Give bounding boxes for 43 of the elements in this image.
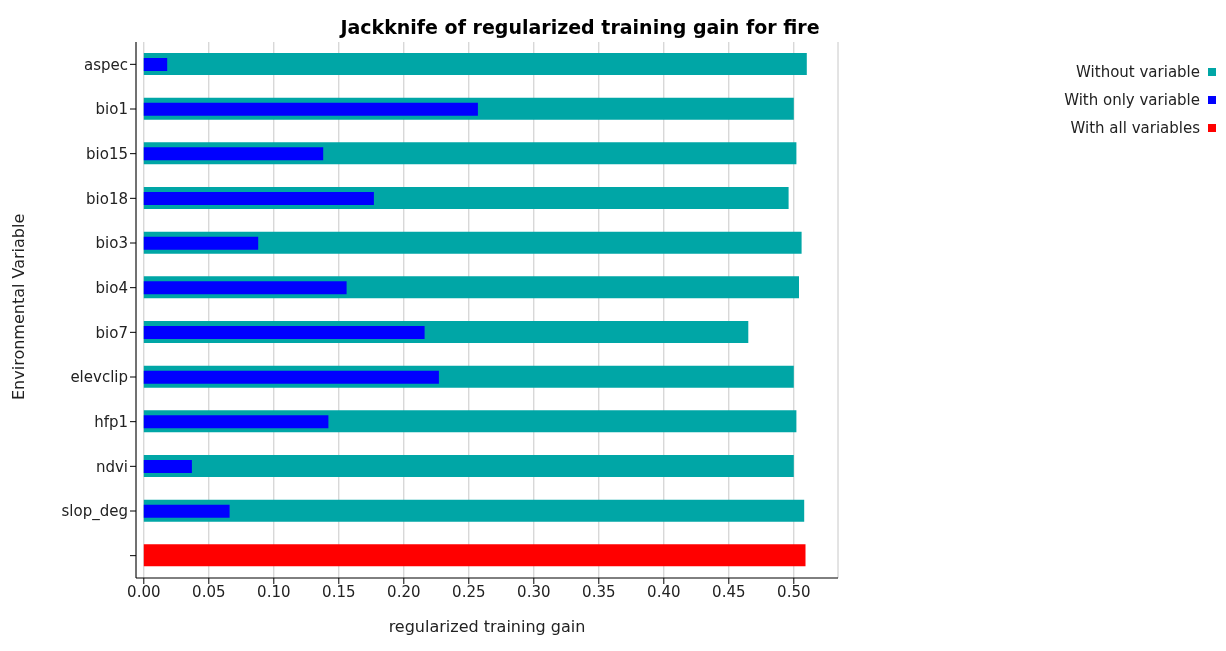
y-tick-label: bio4 — [95, 278, 128, 297]
bar — [143, 326, 425, 339]
legend-label: With only variable — [1064, 91, 1200, 109]
y-tick-label: bio1 — [95, 100, 128, 119]
x-tick-label: 0.35 — [582, 582, 616, 601]
y-tick-label: bio15 — [86, 144, 128, 163]
bar — [143, 236, 259, 250]
bar — [143, 455, 794, 477]
bar — [143, 460, 192, 473]
x-tick-label: 0.10 — [257, 582, 291, 601]
bar — [143, 53, 807, 75]
legend-label: Without variable — [1076, 63, 1200, 81]
y-tick-label: bio7 — [95, 323, 128, 342]
bar — [143, 58, 168, 71]
y-axis-title: Environmental Variable — [8, 213, 28, 400]
bar — [143, 147, 324, 161]
x-tick-label: 0.40 — [647, 582, 681, 601]
y-tick-label: slop_deg — [61, 502, 128, 522]
legend-label: With all variables — [1070, 119, 1200, 137]
x-tick-label: 0.50 — [777, 582, 811, 601]
x-tick-label: 0.15 — [322, 582, 356, 601]
chart-title: Jackknife of regularized training gain for fire — [338, 16, 821, 38]
bar — [143, 499, 805, 522]
x-tick-label: 0.20 — [387, 582, 421, 601]
bar — [143, 102, 478, 116]
y-tick-label: bio3 — [95, 234, 128, 253]
x-tick-label: 0.45 — [712, 582, 746, 601]
y-tick-label: hfp1 — [94, 412, 128, 431]
y-tick-label: ndvi — [95, 457, 128, 476]
x-tick-label: 0.00 — [127, 582, 161, 601]
x-tick-label: 0.25 — [452, 582, 486, 601]
bar — [143, 544, 806, 567]
bar — [143, 370, 439, 384]
x-axis-title: regularized training gain — [388, 617, 586, 636]
y-tick-label: aspec — [83, 55, 128, 74]
y-tick-label: elevclip — [70, 368, 128, 387]
y-tick-label: bio18 — [86, 189, 128, 208]
bar — [143, 281, 347, 295]
bar — [143, 504, 230, 518]
bar — [143, 192, 374, 205]
x-tick-label: 0.30 — [517, 582, 551, 601]
x-tick-label: 0.05 — [192, 582, 226, 601]
bar — [143, 415, 329, 429]
